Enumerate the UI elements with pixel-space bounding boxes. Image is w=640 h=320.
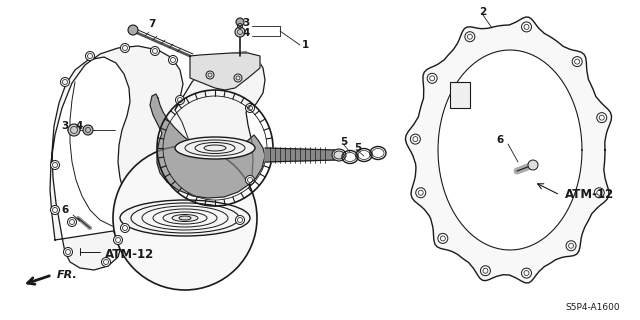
- Text: ATM-12: ATM-12: [565, 188, 614, 202]
- Text: 7: 7: [148, 19, 156, 29]
- Text: 5: 5: [355, 143, 362, 153]
- Ellipse shape: [153, 209, 217, 227]
- Ellipse shape: [185, 140, 245, 156]
- Text: 6: 6: [61, 205, 68, 215]
- Ellipse shape: [120, 200, 250, 236]
- Circle shape: [150, 46, 159, 55]
- Ellipse shape: [131, 203, 239, 233]
- Text: S5P4-A1600: S5P4-A1600: [565, 302, 620, 311]
- Ellipse shape: [334, 151, 344, 159]
- Circle shape: [236, 215, 244, 225]
- Circle shape: [481, 266, 490, 276]
- Circle shape: [522, 22, 531, 32]
- Circle shape: [246, 175, 255, 185]
- Polygon shape: [50, 46, 265, 270]
- Circle shape: [566, 241, 576, 251]
- Circle shape: [236, 18, 244, 26]
- Ellipse shape: [163, 212, 207, 224]
- Circle shape: [235, 27, 245, 37]
- Polygon shape: [190, 53, 260, 90]
- Ellipse shape: [172, 214, 198, 221]
- Circle shape: [234, 74, 242, 82]
- Circle shape: [528, 160, 538, 170]
- Ellipse shape: [142, 206, 228, 230]
- Circle shape: [168, 55, 177, 65]
- Circle shape: [102, 258, 111, 267]
- Ellipse shape: [332, 149, 346, 161]
- Circle shape: [51, 161, 60, 170]
- Circle shape: [113, 236, 122, 244]
- Circle shape: [67, 218, 77, 227]
- Circle shape: [596, 113, 607, 123]
- Circle shape: [246, 103, 255, 113]
- Text: 5: 5: [340, 137, 348, 147]
- Circle shape: [427, 73, 437, 83]
- Ellipse shape: [204, 145, 226, 151]
- Polygon shape: [450, 82, 470, 108]
- Text: 6: 6: [497, 135, 504, 145]
- Text: 3: 3: [61, 121, 68, 131]
- Circle shape: [465, 32, 475, 42]
- Circle shape: [175, 95, 184, 105]
- Circle shape: [83, 125, 93, 135]
- Text: FR.: FR.: [57, 270, 77, 280]
- Circle shape: [206, 71, 214, 79]
- Ellipse shape: [179, 216, 191, 220]
- Circle shape: [113, 146, 257, 290]
- Polygon shape: [405, 17, 612, 283]
- Circle shape: [63, 247, 72, 257]
- Circle shape: [410, 134, 420, 144]
- Polygon shape: [438, 50, 582, 250]
- Ellipse shape: [175, 137, 255, 159]
- Text: 3: 3: [243, 18, 250, 28]
- Text: ATM-12: ATM-12: [106, 249, 155, 261]
- Circle shape: [86, 52, 95, 60]
- Circle shape: [68, 124, 80, 136]
- Circle shape: [595, 188, 604, 198]
- Circle shape: [416, 188, 426, 198]
- Circle shape: [61, 77, 70, 86]
- Circle shape: [128, 25, 138, 35]
- Circle shape: [120, 44, 129, 52]
- Text: 4: 4: [76, 121, 83, 131]
- Text: 4: 4: [243, 28, 250, 38]
- Polygon shape: [265, 148, 335, 162]
- Text: 2: 2: [479, 7, 486, 17]
- Circle shape: [51, 205, 60, 214]
- Circle shape: [120, 223, 129, 233]
- Circle shape: [438, 233, 448, 244]
- Polygon shape: [150, 94, 265, 198]
- Text: 1: 1: [302, 40, 309, 50]
- Ellipse shape: [195, 142, 235, 154]
- Circle shape: [572, 57, 582, 67]
- Circle shape: [522, 268, 531, 278]
